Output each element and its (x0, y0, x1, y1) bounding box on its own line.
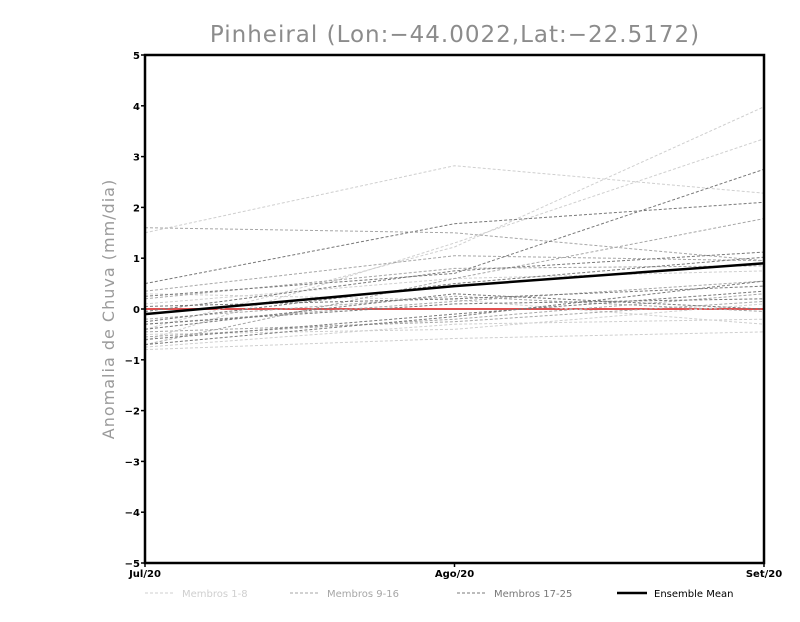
legend-item-4: Ensemble Mean (617, 589, 733, 600)
member-line-m3 (144, 138, 765, 341)
member-line-m19 (144, 251, 765, 312)
legend-label: Ensemble Mean (654, 589, 733, 600)
y-tick-label: −1 (125, 356, 140, 367)
member-group-3 (144, 168, 765, 346)
legend-item-3: Membros 17-25 (457, 589, 572, 600)
member-line-m20 (144, 256, 765, 323)
member-line-m2 (144, 106, 765, 330)
member-line-m17 (144, 201, 765, 285)
member-group-2 (144, 218, 765, 346)
y-tick-label: 1 (133, 254, 140, 265)
legend-label: Membros 9-16 (327, 589, 399, 600)
y-tick-label: −3 (125, 457, 140, 468)
y-axis-label: Anomalia de Chuva (mm/dia) (99, 179, 118, 439)
member-line-m21 (144, 280, 765, 346)
y-tick-label: 2 (133, 203, 140, 214)
x-tick-label: Set/20 (746, 569, 782, 580)
member-line-m10 (144, 255, 765, 292)
chart-title: Pinheiral (Lon:−44.0022,Lat:−22.5172) (210, 22, 700, 48)
ensemble-mean-line (144, 262, 765, 316)
legend-label: Membros 17-25 (494, 589, 572, 600)
member-line-m23 (144, 290, 765, 340)
member-line-m15 (144, 295, 765, 320)
member-line-m25 (144, 293, 765, 330)
member-line-m1 (144, 165, 765, 234)
member-group-1 (144, 106, 765, 351)
y-tick-label: 5 (133, 51, 140, 62)
axes: −5 −4 −3 −2 −1 0 1 2 3 4 5 Jul/20 Ago/20 Set/20 (125, 51, 783, 580)
legend-item-1: Membros 1-8 (145, 589, 248, 600)
member-line-m7 (144, 303, 765, 335)
legend: Membros 1-8 Membros 9-16 Membros 17-25 Ense… (145, 589, 733, 600)
member-line-m18 (144, 168, 765, 297)
y-tick-label: 0 (133, 305, 140, 316)
member-line-m24 (144, 285, 765, 307)
plot-area (144, 106, 765, 351)
x-tick-label: Ago/20 (435, 569, 474, 580)
member-line-m16 (144, 300, 765, 333)
x-tick-label: Jul/20 (128, 569, 161, 580)
member-line-m13 (144, 280, 765, 325)
member-line-m11 (144, 218, 765, 346)
member-line-m22 (144, 298, 765, 325)
member-line-m14 (144, 293, 765, 338)
y-tick-label: −4 (125, 508, 140, 519)
legend-item-2: Membros 9-16 (290, 589, 399, 600)
member-line-m6 (144, 318, 765, 348)
y-tick-label: 3 (133, 153, 140, 164)
member-line-m4 (144, 331, 765, 351)
y-tick-label: 4 (133, 102, 140, 113)
legend-label: Membros 1-8 (182, 589, 248, 600)
y-tick-label: −5 (125, 559, 140, 570)
member-line-m9 (144, 227, 765, 262)
member-line-m5 (144, 293, 765, 325)
y-tick-label: −2 (125, 407, 140, 418)
member-line-m12 (144, 265, 765, 300)
